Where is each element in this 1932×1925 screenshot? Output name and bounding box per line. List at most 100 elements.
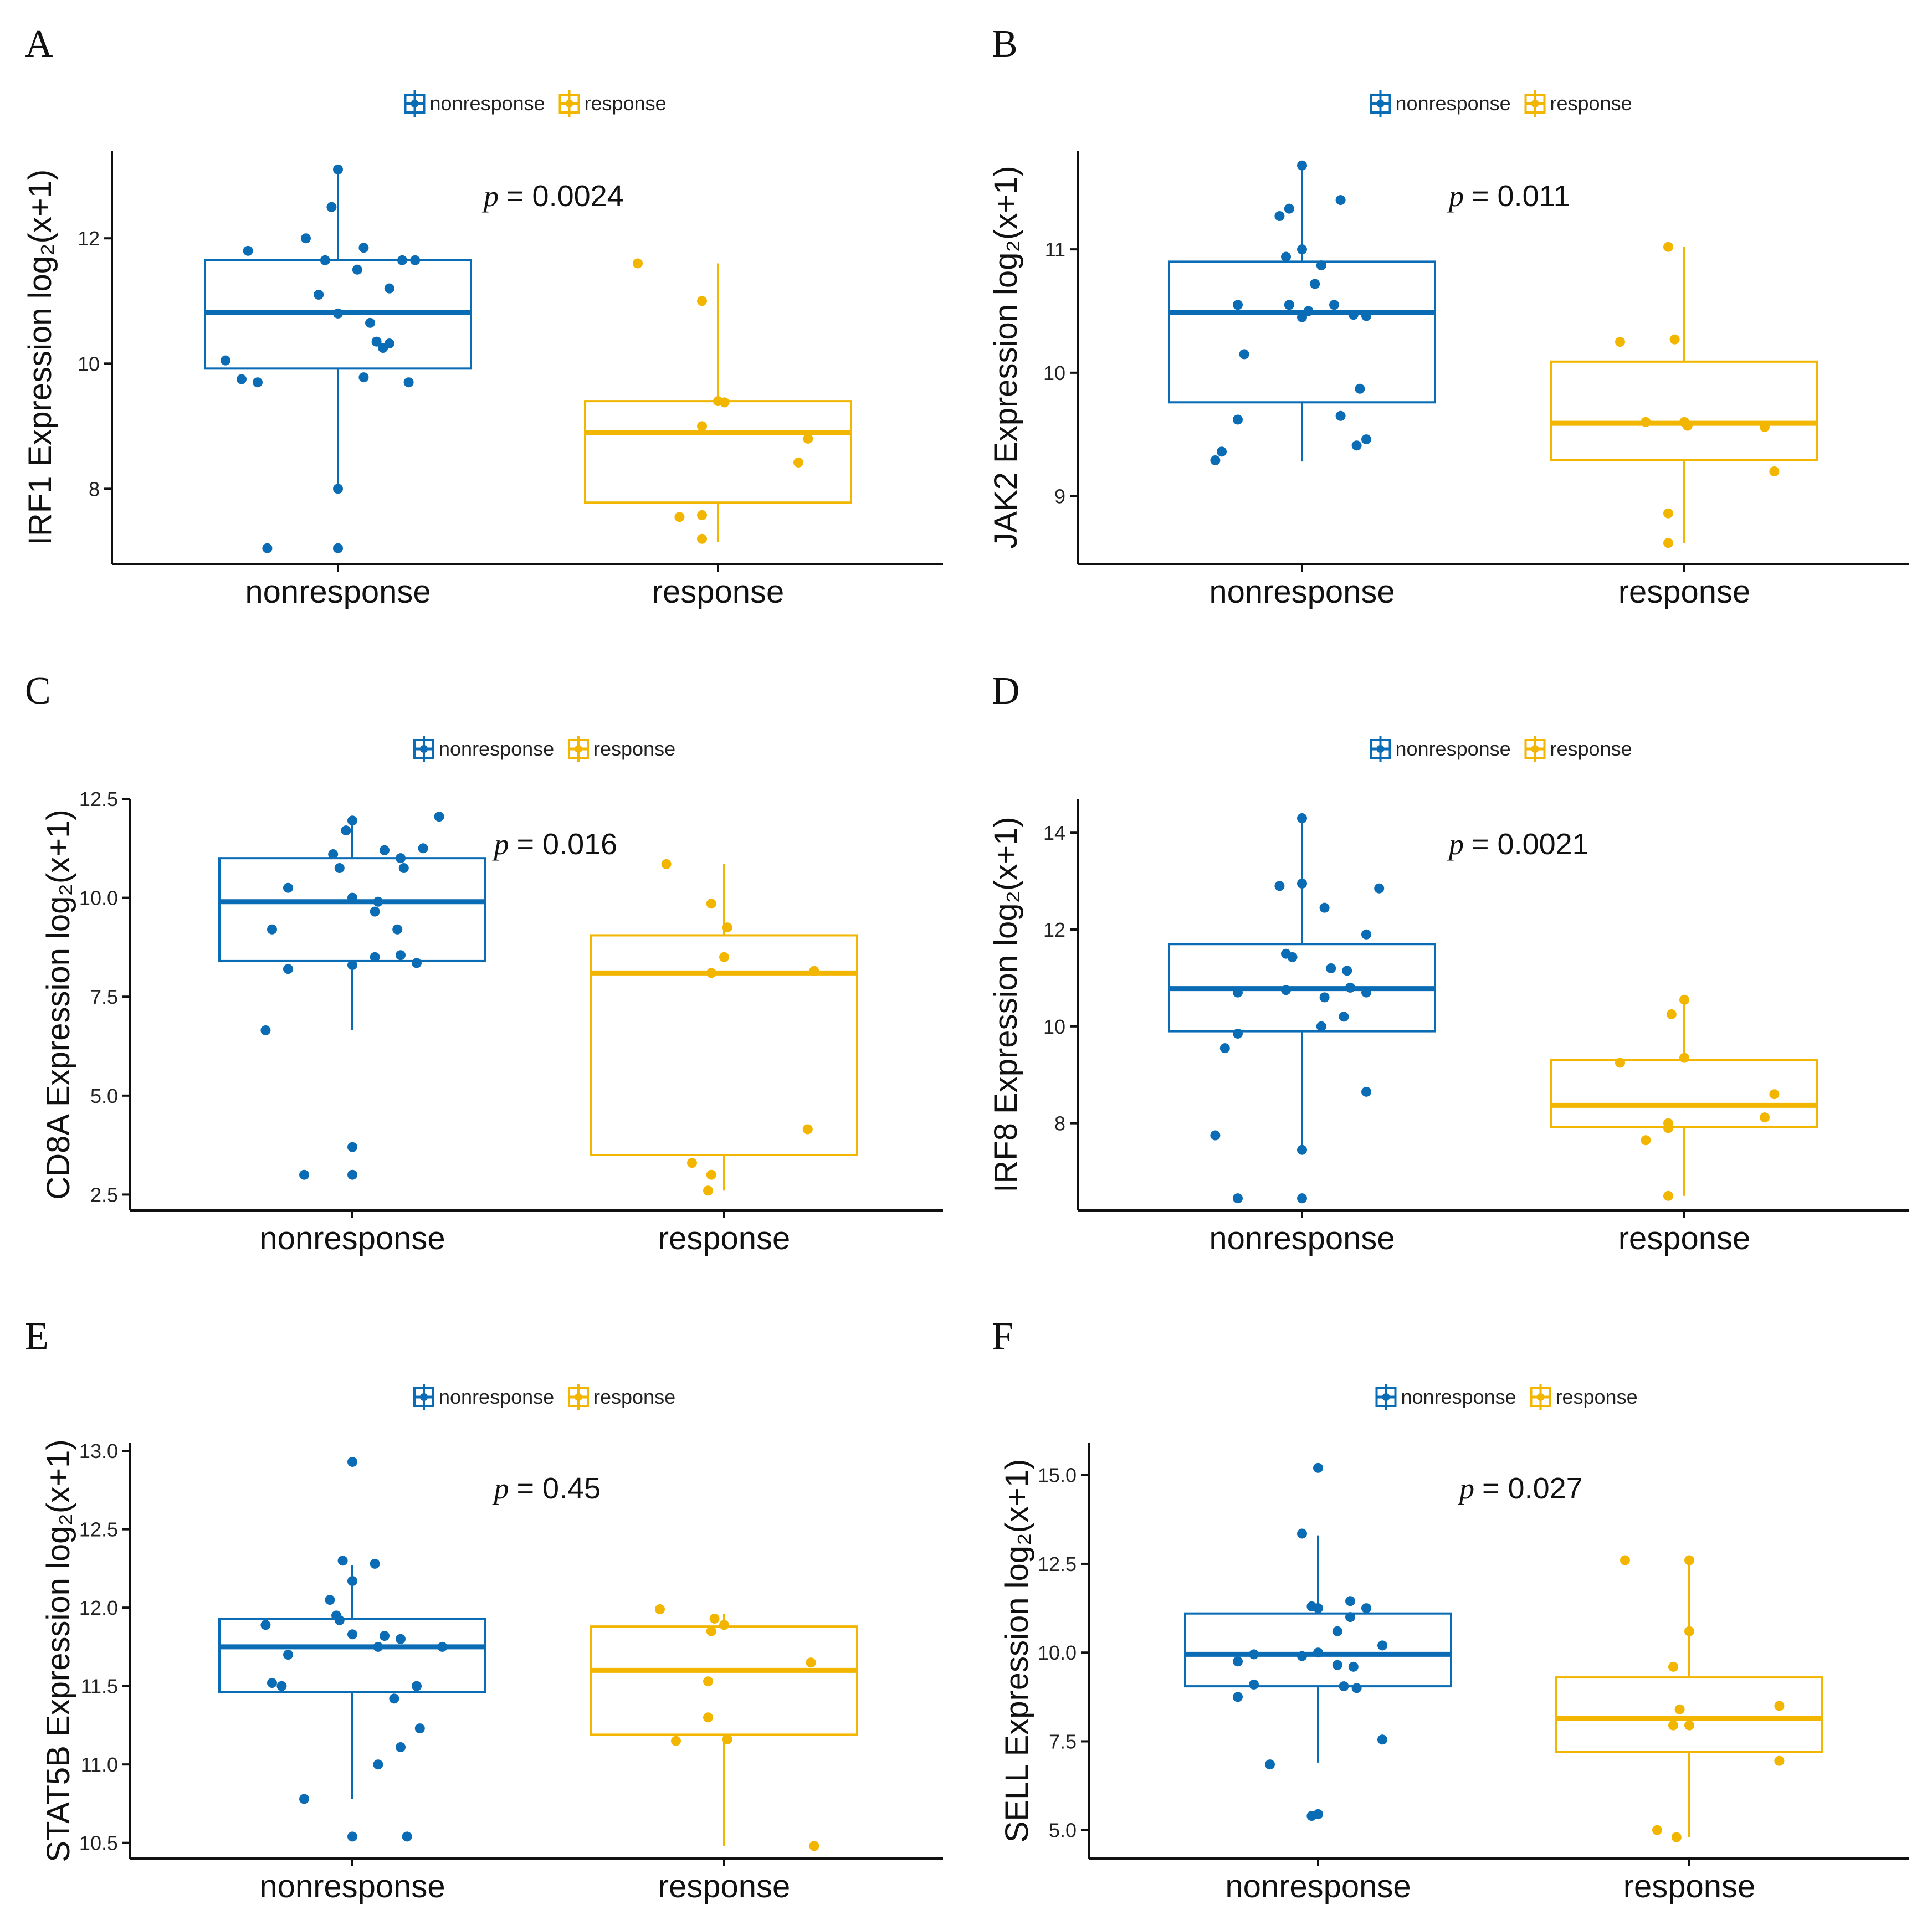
data-point: [1297, 1528, 1307, 1539]
p-value-symbol: p: [1447, 179, 1464, 213]
data-point: [1303, 306, 1314, 316]
data-point: [333, 484, 343, 494]
legend-key-dot: [411, 100, 419, 107]
legend-key-dot: [575, 745, 582, 753]
legend-item-nonresponse: nonresponse: [413, 736, 554, 762]
panel-f-legend: nonresponse response: [1375, 1384, 1638, 1410]
data-point: [334, 863, 345, 874]
legend-item-nonresponse: nonresponse: [1370, 90, 1511, 117]
data-point: [1666, 1009, 1677, 1019]
data-point: [803, 433, 813, 444]
data-point: [1233, 1656, 1243, 1667]
legend-item-nonresponse: nonresponse: [1375, 1384, 1516, 1410]
data-point: [1348, 310, 1359, 320]
legend-item-nonresponse: nonresponse: [413, 1384, 554, 1410]
legend-item-nonresponse: nonresponse: [1370, 736, 1511, 762]
panel-a-series-nonresponse: [204, 164, 472, 553]
data-point: [706, 968, 716, 978]
data-point: [1684, 1626, 1694, 1636]
legend-key-dot: [1531, 745, 1539, 753]
panel-d-x-tick-label-response: response: [1618, 1220, 1751, 1256]
data-point: [703, 1676, 713, 1687]
data-point: [347, 1831, 357, 1842]
data-point: [384, 283, 394, 294]
data-point: [1679, 994, 1689, 1005]
data-point: [371, 336, 382, 347]
panel-f-y-label: SELL Expression log₂(x+1): [999, 1459, 1035, 1843]
panel-d-series-response: [1550, 994, 1818, 1201]
data-point: [1306, 1811, 1317, 1821]
panel-a-x-tick-label-nonresponse: nonresponse: [245, 574, 431, 610]
panel-c-p-value: p = 0.016: [492, 828, 618, 861]
data-point: [347, 892, 357, 903]
panel-d-y-tick-label: 12: [1043, 918, 1065, 941]
data-point: [328, 849, 339, 860]
legend-item-response: response: [568, 1384, 675, 1410]
panel-b-x-tick-label-response: response: [1618, 574, 1751, 610]
data-point: [1760, 422, 1770, 432]
data-point: [1615, 1058, 1625, 1068]
data-point: [709, 1613, 720, 1624]
panel-b-y-tick-label: 9: [1054, 485, 1065, 508]
data-point: [1345, 982, 1355, 993]
data-point: [1316, 260, 1326, 271]
data-point: [1351, 440, 1362, 451]
data-point: [806, 1657, 816, 1668]
legend-label-response: response: [1556, 1385, 1638, 1408]
data-point: [1233, 300, 1243, 310]
data-point: [1281, 985, 1291, 995]
data-point: [1668, 1720, 1678, 1731]
data-point: [697, 510, 707, 520]
panel-f-series-nonresponse: [1184, 1462, 1452, 1821]
data-point: [706, 899, 716, 909]
panel-a-letter: A: [25, 23, 53, 65]
data-point: [403, 377, 414, 388]
legend-label-nonresponse: nonresponse: [1396, 92, 1511, 115]
legend-key-dot: [1376, 100, 1385, 107]
data-point: [380, 845, 390, 855]
data-point: [1274, 881, 1285, 891]
data-point: [1769, 1089, 1780, 1100]
panel-e-x-tick-label-response: response: [658, 1868, 791, 1905]
box-iqr: [1555, 1676, 1823, 1753]
data-point: [1668, 1661, 1678, 1672]
data-point: [697, 296, 707, 306]
data-point: [1316, 1021, 1326, 1031]
data-point: [1297, 813, 1307, 823]
data-point: [1281, 251, 1291, 262]
data-point: [1297, 878, 1307, 889]
panel-c-letter: C: [25, 670, 51, 712]
legend-label-nonresponse: nonresponse: [1396, 737, 1511, 760]
data-point: [301, 233, 311, 244]
panel-b-series-response: [1550, 242, 1818, 548]
p-value-text: = 0.027: [1482, 1472, 1583, 1505]
box-iqr: [590, 934, 858, 1156]
data-point: [397, 255, 407, 265]
panel-b-series-nonresponse: [1168, 160, 1436, 465]
box-iqr: [1550, 360, 1818, 461]
legend-label-response: response: [1550, 92, 1632, 115]
data-point: [1210, 1130, 1221, 1141]
data-point: [1332, 1626, 1342, 1636]
box-iqr: [590, 1625, 858, 1736]
data-point: [380, 1631, 390, 1641]
data-point: [1233, 414, 1243, 425]
data-point: [373, 896, 383, 907]
data-point: [633, 258, 643, 269]
legend-key-dot: [420, 745, 428, 753]
data-point: [1663, 538, 1673, 548]
data-point: [320, 255, 330, 265]
data-point: [262, 543, 273, 553]
panel-b-y-tick-label: 11: [1045, 238, 1065, 261]
data-point: [1249, 1679, 1259, 1690]
data-point: [243, 245, 253, 256]
panel-f-y-tick-label: 12.5: [1038, 1553, 1077, 1575]
panel-f-y-tick-label: 5.0: [1049, 1819, 1077, 1842]
data-point: [1233, 1028, 1243, 1039]
data-point: [1233, 1692, 1243, 1702]
legend-item-response: response: [1524, 90, 1632, 117]
data-point: [1313, 1462, 1323, 1473]
panel-b-p-value: p = 0.011: [1447, 179, 1570, 213]
